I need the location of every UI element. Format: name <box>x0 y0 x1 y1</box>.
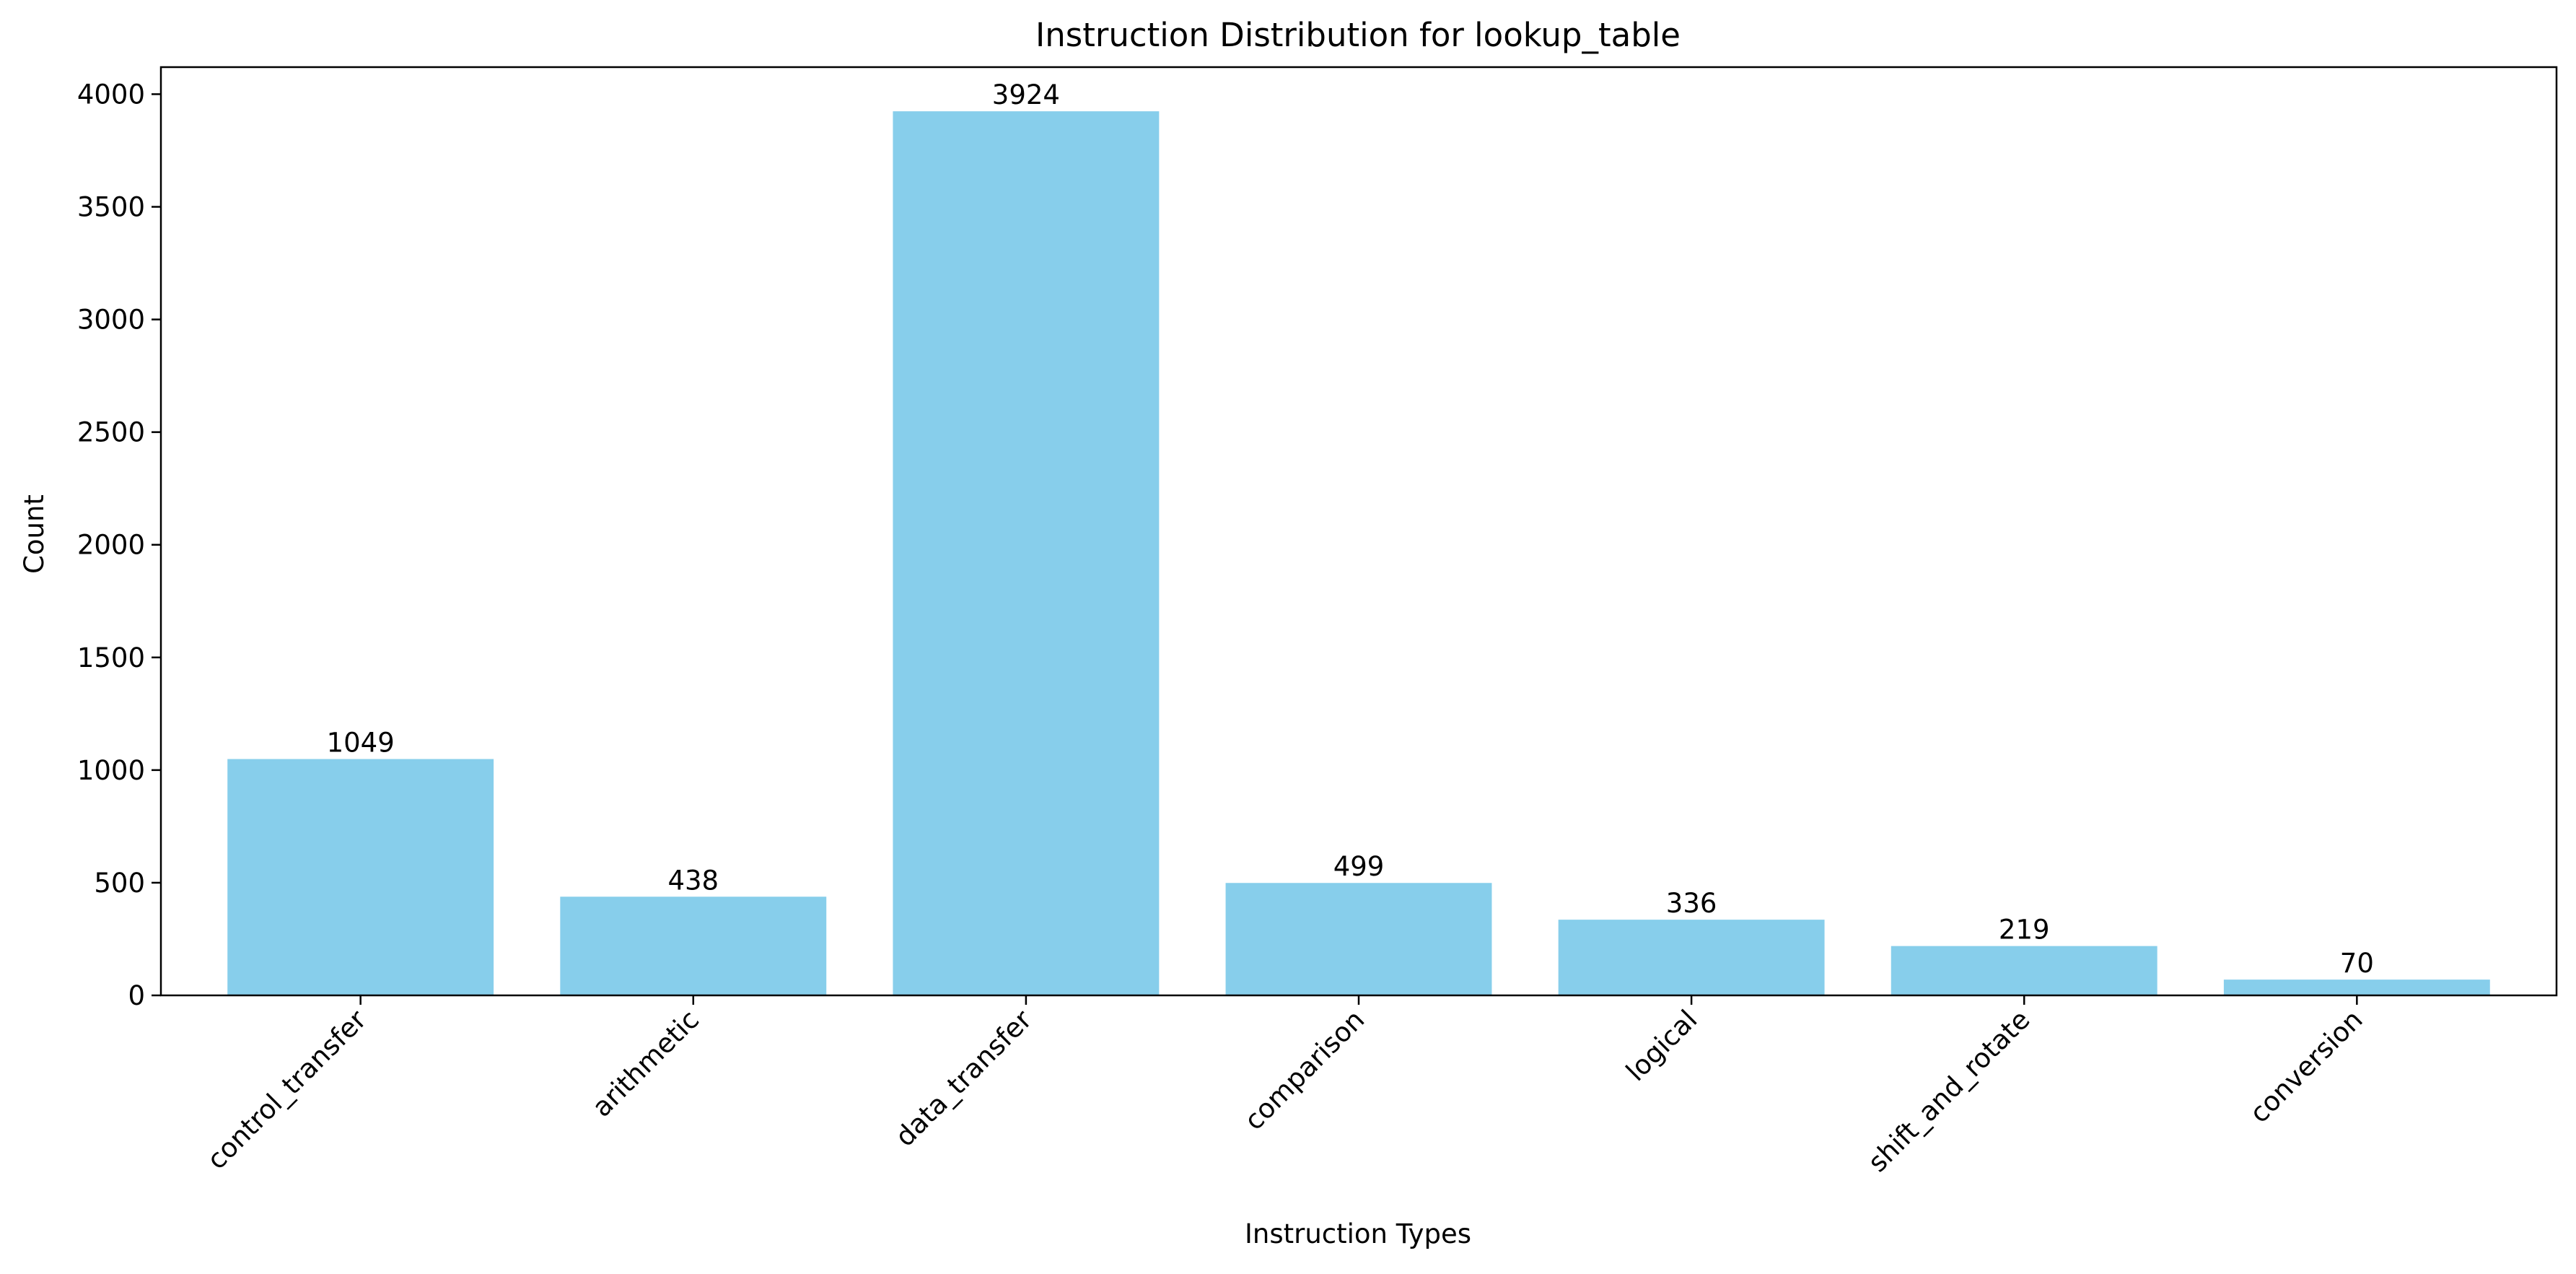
bar-comparison <box>1225 883 1492 995</box>
y-tick-label: 1000 <box>77 755 145 786</box>
y-tick-label: 3500 <box>77 192 145 223</box>
data-label-logical: 336 <box>1666 888 1717 919</box>
bar-data_transfer <box>893 111 1160 996</box>
y-tick-label: 3000 <box>77 305 145 336</box>
plot-area-frame <box>159 66 2558 997</box>
bars-group <box>227 111 2490 996</box>
bar-control_transfer <box>227 759 494 995</box>
bar-logical <box>1558 920 1825 995</box>
data-label-arithmetic: 438 <box>667 865 719 896</box>
y-tick-label: 1500 <box>77 642 145 673</box>
y-axis-ticks: 0 500 1000 1500 2000 2500 3000 3500 4000 <box>77 79 161 1011</box>
y-axis-label: Count <box>19 494 50 574</box>
bar-conversion <box>2223 980 2490 995</box>
y-tick-label: 4000 <box>77 79 145 110</box>
data-label-conversion: 70 <box>2340 948 2374 979</box>
data-label-data_transfer: 3924 <box>992 79 1060 110</box>
x-axis-label: Instruction Types <box>1245 1218 1471 1249</box>
chart-title: Instruction Distribution for lookup_tabl… <box>1035 16 1681 54</box>
data-label-control_transfer: 1049 <box>327 728 395 759</box>
y-tick-label: 2000 <box>77 530 145 561</box>
data-label-comparison: 499 <box>1333 851 1385 882</box>
y-tick-label: 500 <box>94 868 145 899</box>
y-tick-label: 2500 <box>77 417 145 448</box>
y-tick-label: 0 <box>128 980 145 1011</box>
data-labels-group: 1049 438 3924 499 336 219 70 <box>327 79 2374 979</box>
data-label-shift_and_rotate: 219 <box>1999 915 2050 946</box>
bar-arithmetic <box>560 896 827 995</box>
bar-shift_and_rotate <box>1891 946 2157 995</box>
